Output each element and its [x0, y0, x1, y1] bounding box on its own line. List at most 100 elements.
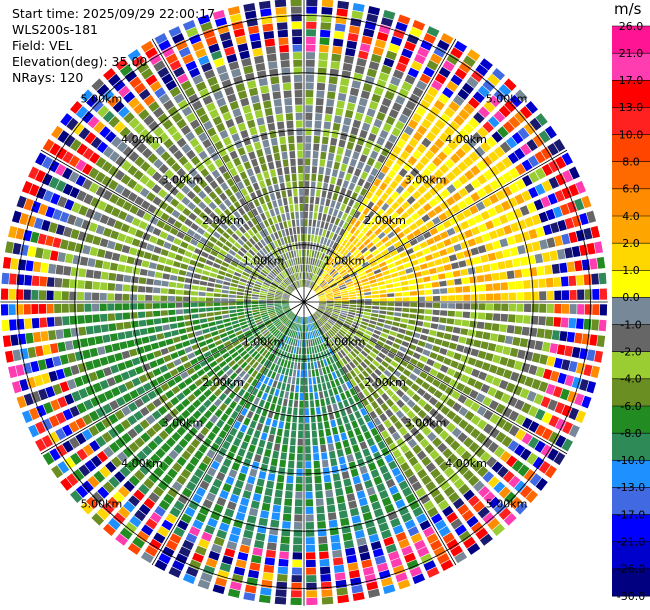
range-gate [314, 275, 319, 283]
range-gate [203, 120, 213, 131]
range-gate [351, 10, 364, 20]
range-gate [535, 366, 545, 378]
range-gate [508, 425, 520, 437]
range-gate [460, 142, 472, 154]
range-gate [332, 208, 339, 217]
range-gate [187, 201, 196, 211]
range-gate [195, 545, 207, 556]
range-gate [475, 265, 484, 274]
range-gate [347, 331, 355, 337]
range-gate [264, 38, 275, 47]
range-gate [237, 90, 248, 100]
colorbar-tick-label: 26.0 [619, 20, 644, 33]
range-gate [198, 302, 206, 307]
range-gate [187, 352, 196, 360]
range-gate [424, 254, 434, 262]
range-gate [567, 390, 578, 404]
range-gate [157, 480, 169, 491]
range-gate [372, 548, 384, 558]
range-gate [189, 559, 202, 570]
range-gate [130, 285, 138, 292]
range-gate [16, 395, 27, 409]
range-gate [96, 84, 110, 97]
range-gate [324, 290, 332, 294]
range-gate [309, 196, 315, 204]
range-gate [236, 302, 244, 305]
range-gate [92, 211, 103, 222]
range-gate [358, 327, 366, 333]
range-gate [209, 414, 219, 424]
range-gate [482, 471, 494, 483]
range-gate [154, 325, 163, 333]
range-gate [323, 324, 329, 331]
range-gate [280, 358, 285, 367]
range-gate [406, 324, 415, 331]
range-gate [328, 207, 334, 216]
range-gate [187, 332, 196, 339]
range-gate [321, 406, 327, 414]
range-gate [28, 424, 40, 438]
range-gate [8, 304, 16, 316]
range-gate [443, 107, 455, 118]
range-gate [429, 244, 438, 252]
range-gate [383, 369, 392, 378]
range-gate [265, 277, 272, 283]
range-gate [363, 312, 371, 316]
range-gate [169, 60, 182, 71]
range-gate [198, 444, 208, 454]
range-gate [453, 114, 465, 126]
range-gate [586, 242, 596, 255]
range-gate [41, 435, 53, 448]
range-gate [358, 213, 366, 222]
range-gate [228, 302, 236, 306]
range-gate [385, 50, 398, 61]
range-gate [304, 188, 309, 196]
range-gate [239, 278, 248, 283]
range-gate [244, 296, 252, 299]
range-gate [314, 128, 321, 136]
range-gate [194, 125, 204, 136]
range-gate [236, 305, 244, 309]
range-gate [568, 166, 580, 180]
range-gate [318, 352, 323, 360]
range-gate [374, 555, 387, 565]
range-gate [232, 340, 240, 347]
range-gate [90, 197, 101, 208]
range-gate [251, 226, 258, 235]
range-gate [364, 573, 377, 584]
range-gate [5, 350, 14, 363]
range-gate [192, 74, 204, 85]
range-gate [214, 283, 223, 289]
range-gate [521, 326, 530, 336]
range-gate [247, 318, 255, 324]
range-gate [171, 560, 185, 571]
range-gate [364, 479, 374, 489]
range-gate [273, 278, 281, 284]
range-gate [396, 364, 405, 373]
range-gate [325, 106, 334, 115]
range-gate [386, 388, 395, 397]
range-gate [338, 315, 346, 320]
range-gate [182, 340, 191, 348]
range-gate [252, 361, 259, 369]
range-gate [506, 325, 515, 334]
range-gate [138, 319, 147, 327]
range-gate [24, 318, 32, 330]
range-gate [480, 254, 489, 263]
range-gate [382, 471, 392, 482]
range-gate [279, 206, 285, 214]
range-gate [466, 515, 479, 528]
range-gate [305, 468, 312, 476]
range-gate [305, 544, 316, 552]
range-gate [598, 319, 607, 332]
range-gate [238, 207, 246, 216]
range-gate [579, 378, 589, 392]
range-gate [276, 357, 282, 365]
range-gate [280, 325, 286, 333]
range-gate [298, 354, 301, 362]
range-gate [383, 253, 392, 260]
range-gate [306, 249, 310, 257]
range-gate [180, 371, 189, 380]
range-gate [377, 440, 387, 450]
range-gate [477, 85, 490, 98]
